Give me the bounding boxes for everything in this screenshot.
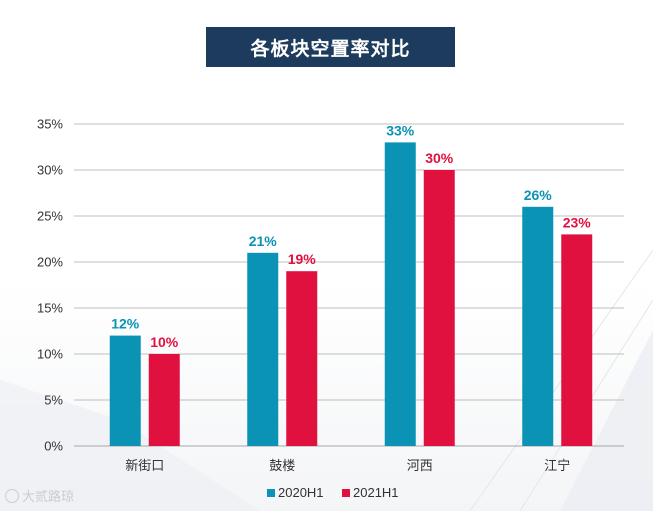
x-category-label: 江宁 [544, 458, 570, 474]
legend-label: 2020H1 [278, 485, 324, 500]
data-label: 23% [563, 214, 592, 230]
watermark-text: 大贰路琼 [22, 490, 75, 505]
data-label: 30% [425, 150, 454, 166]
y-tick-label: 5% [44, 393, 63, 408]
bar-2021h1 [286, 271, 318, 446]
legend-label: 2021H1 [353, 485, 399, 500]
data-label: 19% [288, 251, 317, 267]
chart-title: 各板块空置率对比 [206, 27, 455, 67]
y-tick-label: 30% [37, 163, 63, 178]
bar-2020h1 [384, 142, 416, 446]
watermark-logo-icon [5, 488, 19, 503]
y-tick-label: 35% [37, 117, 63, 132]
x-category-label: 新街口 [125, 458, 164, 474]
y-tick-label: 10% [37, 347, 63, 362]
y-tick-label: 0% [44, 439, 63, 454]
data-label: 21% [249, 233, 278, 249]
bar-2020h1 [109, 335, 141, 446]
bar-2020h1 [247, 252, 279, 446]
y-tick-label: 15% [37, 301, 63, 316]
data-label: 10% [150, 334, 179, 350]
y-tick-label: 25% [37, 209, 63, 224]
bar-2021h1 [561, 234, 593, 446]
x-category-label: 河西 [407, 459, 433, 474]
legend-swatch [342, 489, 350, 497]
data-label: 12% [111, 316, 140, 332]
data-label: 33% [386, 122, 415, 138]
bar-2021h1 [148, 354, 180, 446]
data-label: 26% [524, 187, 553, 203]
legend-swatch [267, 489, 275, 497]
bar-2021h1 [423, 170, 455, 446]
x-category-label: 鼓楼 [269, 459, 295, 474]
bar-2020h1 [522, 206, 554, 446]
watermark: 大贰路琼 [5, 486, 74, 505]
y-tick-label: 20% [37, 255, 63, 270]
